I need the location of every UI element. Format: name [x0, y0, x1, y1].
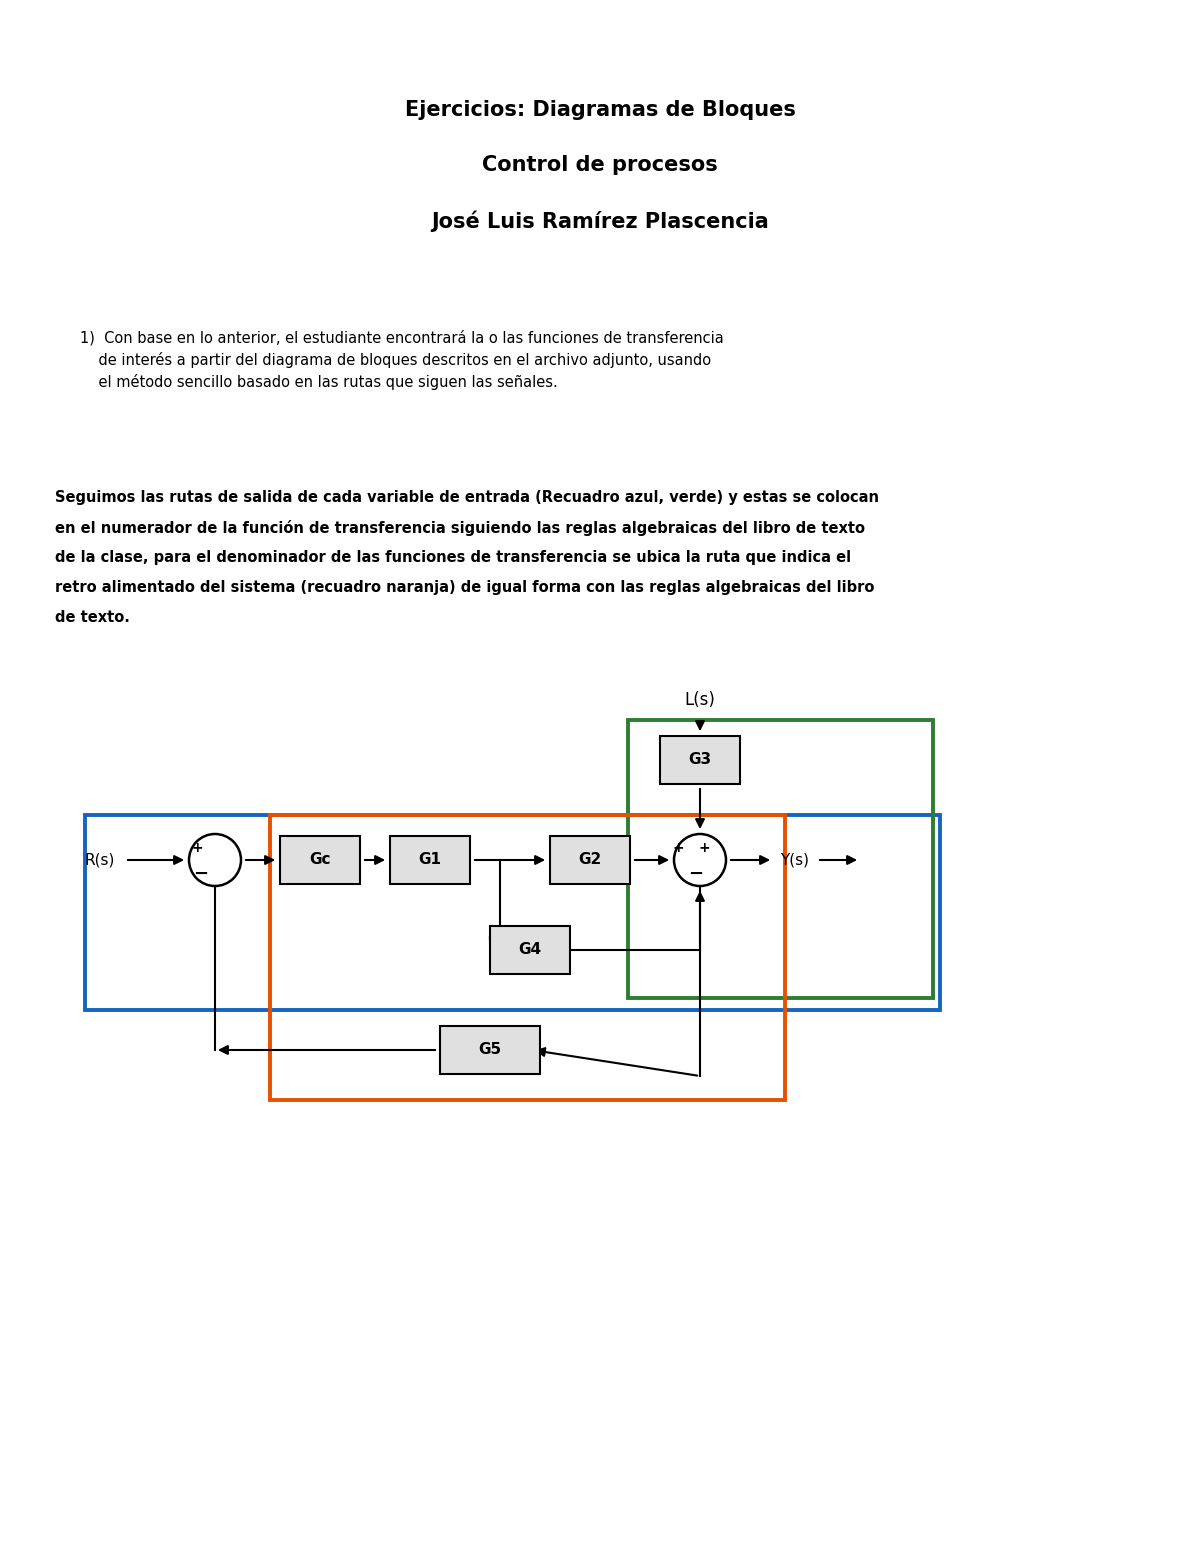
FancyBboxPatch shape: [390, 836, 470, 884]
Text: Gc: Gc: [310, 853, 331, 868]
Text: −: −: [689, 865, 703, 884]
Text: Control de procesos: Control de procesos: [482, 155, 718, 175]
Text: de texto.: de texto.: [55, 610, 130, 624]
Text: +: +: [698, 842, 710, 856]
Text: retro alimentado del sistema (recuadro naranja) de igual forma con las reglas al: retro alimentado del sistema (recuadro n…: [55, 579, 875, 595]
Text: +: +: [672, 842, 684, 856]
Text: G2: G2: [578, 853, 601, 868]
Text: Ejercicios: Diagramas de Bloques: Ejercicios: Diagramas de Bloques: [404, 99, 796, 120]
Text: Seguimos las rutas de salida de cada variable de entrada (Recuadro azul, verde) : Seguimos las rutas de salida de cada var…: [55, 491, 878, 505]
Text: G5: G5: [479, 1042, 502, 1058]
Text: G4: G4: [518, 943, 541, 958]
FancyBboxPatch shape: [660, 736, 740, 784]
FancyBboxPatch shape: [550, 836, 630, 884]
Text: G1: G1: [419, 853, 442, 868]
Text: +: +: [191, 842, 203, 856]
Text: G3: G3: [689, 753, 712, 767]
FancyBboxPatch shape: [280, 836, 360, 884]
Text: José Luis Ramírez Plascencia: José Luis Ramírez Plascencia: [431, 210, 769, 231]
Text: Y(s): Y(s): [780, 853, 810, 868]
Text: 1)  Con base en lo anterior, el estudiante encontrará la o las funciones de tran: 1) Con base en lo anterior, el estudiant…: [80, 329, 724, 345]
Text: de interés a partir del diagrama de bloques descritos en el archivo adjunto, usa: de interés a partir del diagrama de bloq…: [80, 353, 712, 368]
Text: L(s): L(s): [684, 691, 715, 710]
Text: en el numerador de la función de transferencia siguiendo las reglas algebraicas : en el numerador de la función de transfe…: [55, 520, 865, 536]
FancyBboxPatch shape: [440, 1027, 540, 1075]
Text: −: −: [193, 865, 209, 884]
Text: de la clase, para el denominador de las funciones de transferencia se ubica la r: de la clase, para el denominador de las …: [55, 550, 851, 565]
FancyBboxPatch shape: [490, 926, 570, 974]
Text: R(s): R(s): [85, 853, 115, 868]
Text: el método sencillo basado en las rutas que siguen las señales.: el método sencillo basado en las rutas q…: [80, 374, 558, 390]
